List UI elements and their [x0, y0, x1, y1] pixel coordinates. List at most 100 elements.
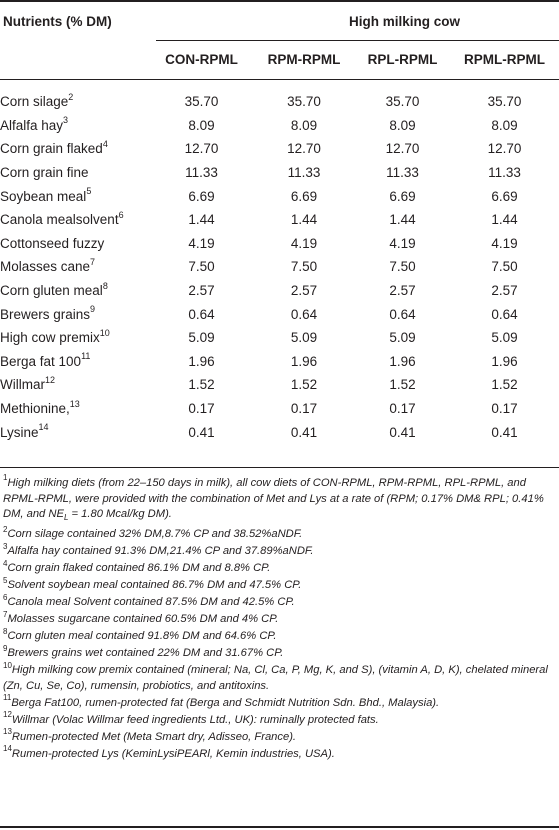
- top-rule: [0, 0, 559, 2]
- footnote: 8Corn gluten meal contained 91.8% DM and…: [3, 626, 555, 645]
- cell-value: 5.09: [491, 330, 518, 346]
- cell-value: 0.17: [389, 401, 416, 417]
- table-row: Soybean meal5 6.69 6.69 6.69 6.69: [0, 184, 559, 208]
- cell-value: 5.09: [188, 330, 215, 346]
- header-rule: [0, 79, 559, 80]
- cell-value: 11.33: [488, 165, 521, 181]
- cell-value: 11.33: [287, 165, 321, 181]
- footnote: 1High milking diets (from 22–150 days in…: [3, 474, 555, 526]
- cell-value: 4.19: [290, 235, 318, 251]
- row-name: Corn grain fine: [0, 161, 150, 185]
- column-header: RPML-RPML: [464, 52, 545, 67]
- row-name-text: Cottonseed fuzzy: [0, 235, 105, 251]
- footnote-text: Alfalfa hay contained 91.3% DM,21.4% CP …: [7, 545, 314, 558]
- table-row: Brewers grains9 0.64 0.64 0.64 0.64: [0, 302, 559, 326]
- footnote: 4Corn grain flaked contained 86.1% DM an…: [3, 559, 555, 577]
- footnote-number: 2: [3, 524, 8, 534]
- row-name: Brewers grains9: [0, 302, 150, 326]
- table-row: Cottonseed fuzzy 4.19 4.19 4.19 4.19: [0, 232, 559, 256]
- table-row: Alfalfa hay3 8.09 8.09 8.09 8.09: [0, 114, 559, 138]
- cell-value: 11.33: [386, 165, 419, 181]
- footnote-marker: 4: [102, 138, 108, 149]
- footnote-number: 7: [3, 609, 8, 619]
- row-name: Soybean meal5: [0, 184, 150, 208]
- cell-value: 2.57: [290, 283, 318, 299]
- cell-value: 1.44: [389, 212, 416, 228]
- footnote-number: 13: [3, 727, 12, 737]
- cell-value: 35.70: [287, 94, 321, 110]
- cell-value: 7.50: [290, 259, 318, 275]
- footnote-text: Rumen-protected Lys (KeminLysiPEARl, Kem…: [11, 747, 335, 760]
- cell-value: 1.44: [188, 212, 215, 228]
- footnote-text: Rumen-protected Met (Meta Smart dry, Adi…: [11, 730, 297, 743]
- footnote-marker: 2: [68, 91, 74, 102]
- group-header: High milking cow: [348, 14, 460, 29]
- cell-value: 0.41: [290, 424, 318, 440]
- footnote: 11Berga Fat100, rumen-protected fat (Ber…: [3, 694, 555, 712]
- bottom-rule: [0, 826, 559, 828]
- cell-value: 0.41: [491, 424, 518, 440]
- row-name: Canola mealsolvent6: [0, 208, 150, 232]
- table-row: High cow premix10 5.09 5.09 5.09 5.09: [0, 326, 559, 350]
- cell-value: 35.70: [487, 94, 522, 110]
- cell-value: 2.57: [491, 283, 518, 299]
- footnote-text: Corn grain flaked contained 86.1% DM and…: [7, 562, 271, 575]
- footnote-marker: 12: [45, 374, 56, 385]
- row-name: Berga fat 10011: [0, 350, 150, 374]
- table-row: Willmar12 1.52 1.52 1.52 1.52: [0, 373, 559, 397]
- cell-value: 2.57: [389, 283, 416, 299]
- row-name-text: Corn grain fine: [0, 165, 89, 181]
- footnote-marker: 13: [69, 398, 80, 409]
- footnote-text: Berga Fat100, rumen-protected fat (Berga…: [11, 696, 440, 709]
- cell-value: 8.09: [188, 117, 215, 133]
- row-name-text: Corn gluten meal: [0, 283, 103, 299]
- footnote-text: Molasses sugarcane contained 60.5% DM an…: [7, 613, 279, 626]
- cell-value: 1.52: [389, 377, 416, 393]
- footnote-text: Willmar (Volac Willmar feed ingredients …: [11, 713, 379, 726]
- footnote-marker: 6: [118, 209, 124, 220]
- cell-value: 6.69: [389, 188, 416, 204]
- footnote-number: 14: [3, 744, 12, 754]
- row-name: Methionine,13: [0, 397, 150, 421]
- table-row: Corn grain fine 11.33 11.33 11.33 11.33: [0, 161, 559, 185]
- table-row: Berga fat 10011 1.96 1.96 1.96 1.96: [0, 350, 559, 374]
- cell-value: 5.09: [290, 330, 318, 346]
- footnote: 13Rumen-protected Met (Meta Smart dry, A…: [3, 727, 555, 746]
- table-row: Lysine14 0.41 0.41 0.41 0.41: [0, 420, 559, 444]
- row-name-text: Methionine,: [0, 401, 70, 417]
- cell-value: 6.69: [188, 188, 215, 204]
- footnote: 5Solvent soybean meal contained 86.7% DM…: [3, 576, 555, 594]
- cell-value: 12.70: [385, 141, 420, 157]
- row-name-text: Soybean meal: [0, 188, 87, 204]
- footnote-text: High milking diets (from 22–150 days in …: [3, 477, 544, 521]
- cell-value: 2.57: [188, 283, 215, 299]
- cell-value: 0.41: [389, 424, 416, 440]
- row-name: Molasses cane7: [0, 255, 150, 279]
- footnote-text: Corn gluten meal contained 91.8% DM and …: [7, 630, 277, 643]
- cell-value: 0.64: [389, 306, 416, 322]
- cell-value: 5.09: [389, 330, 416, 346]
- row-label-header: Nutrients (% DM): [3, 14, 112, 29]
- cell-value: 12.70: [287, 141, 321, 157]
- cell-value: 6.69: [491, 188, 518, 204]
- cell-value: 0.64: [491, 306, 518, 322]
- cell-value: 4.19: [188, 235, 215, 251]
- table-row: Canola mealsolvent6 1.44 1.44 1.44 1.44: [0, 208, 559, 232]
- cell-value: 4.19: [491, 235, 518, 251]
- row-name: Corn silage2: [0, 90, 150, 114]
- cell-value: 11.33: [185, 165, 218, 181]
- row-name: Lysine14: [0, 420, 150, 444]
- footnote: 2Corn silage contained 32% DM,8.7% CP an…: [3, 524, 555, 543]
- cell-value: 1.52: [188, 377, 215, 393]
- footnote-number: 8: [3, 626, 8, 636]
- table-row: Corn grain flaked4 12.70 12.70 12.70 12.70: [0, 137, 559, 161]
- row-name-text: Canola mealsolvent: [0, 212, 119, 228]
- footnote-marker: 5: [86, 186, 92, 197]
- cell-value: 12.70: [487, 141, 522, 157]
- footnote-number: 3: [3, 541, 8, 551]
- cell-value: 1.96: [188, 353, 215, 369]
- footnote: 3Alfalfa hay contained 91.3% DM,21.4% CP…: [3, 541, 555, 560]
- cell-value: 1.52: [491, 377, 518, 393]
- row-name-text: Alfalfa hay: [0, 117, 64, 133]
- cell-value: 1.96: [491, 353, 518, 369]
